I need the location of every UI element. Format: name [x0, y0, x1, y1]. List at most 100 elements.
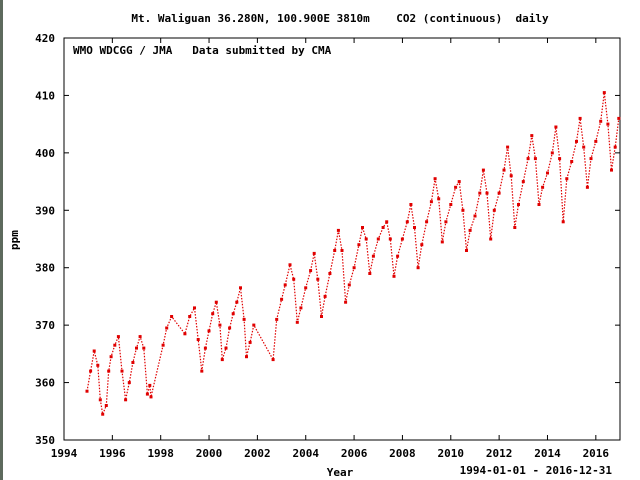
co2-data-point	[561, 220, 565, 224]
co2-data-point	[218, 323, 222, 327]
co2-data-point	[541, 185, 545, 189]
co2-data-point	[196, 338, 200, 341]
y-axis-label: ppm	[8, 230, 21, 250]
co2-data-point	[288, 263, 292, 267]
co2-series	[85, 91, 621, 417]
co2-data-point	[120, 369, 124, 373]
co2-data-point	[526, 157, 530, 161]
co2-data-point	[220, 358, 224, 362]
x-tick-label: 2014	[534, 447, 561, 460]
plot-frame	[63, 37, 621, 441]
x-tick-label: 1996	[99, 447, 126, 460]
co2-data-point	[135, 346, 138, 350]
co2-data-point	[420, 243, 424, 247]
co2-data-point	[193, 306, 196, 310]
co2-data-point	[235, 300, 239, 304]
co2-data-point	[364, 237, 368, 241]
co2-data-point	[481, 168, 485, 172]
co2-data-point	[599, 119, 603, 123]
co2-data-point	[513, 226, 517, 229]
y-tick-label: 350	[35, 434, 55, 447]
co2-data-point	[200, 369, 204, 373]
co2-data-point	[617, 116, 621, 120]
y-tick-label: 410	[35, 89, 55, 102]
co2-data-point	[203, 346, 207, 350]
co2-data-point	[170, 315, 174, 318]
co2-data-point	[613, 145, 617, 149]
x-tick-label: 2004	[292, 447, 319, 460]
co2-data-point	[565, 177, 569, 181]
co2-data-point	[333, 249, 337, 252]
x-axis: 1994 1996 1998 2000 2002 2004 2006 2008 2010 2012…	[51, 38, 610, 460]
co2-data-point	[188, 315, 192, 318]
co2-data-point	[570, 160, 574, 163]
co2-data-point	[242, 317, 246, 321]
y-axis: 350 360 370 380 390 400 410 420	[35, 32, 620, 447]
co2-data-point	[107, 369, 111, 373]
co2-data-point	[454, 185, 458, 189]
co2-data-point	[312, 251, 316, 255]
co2-data-point	[502, 168, 506, 172]
co2-data-point	[537, 203, 541, 206]
window-left-edge	[0, 0, 3, 480]
co2-data-point	[575, 139, 578, 143]
x-tick-label: 2006	[341, 447, 368, 460]
co2-data-point	[336, 228, 340, 232]
co2-data-point	[409, 203, 413, 206]
co2-data-point	[148, 383, 152, 387]
co2-data-point	[558, 157, 562, 161]
co2-data-point	[489, 237, 493, 241]
x-tick-label: 2008	[389, 447, 416, 460]
co2-data-point	[388, 237, 392, 241]
co2-data-point	[497, 191, 501, 195]
co2-data-point	[457, 180, 461, 184]
co2-data-point	[127, 381, 131, 385]
x-tick-label: 2012	[486, 447, 513, 460]
co2-data-point	[207, 329, 211, 333]
co2-data-point	[347, 283, 351, 287]
co2-data-point	[161, 343, 165, 347]
co2-data-point	[295, 320, 299, 324]
y-tick-label: 370	[35, 319, 55, 332]
y-tick-label: 420	[35, 32, 55, 45]
date-range-label: 1994-01-01 - 2016-12-31	[460, 464, 613, 477]
co2-data-point	[530, 134, 534, 138]
co2-data-point	[376, 237, 380, 241]
co2-data-point	[280, 297, 284, 301]
co2-data-point	[413, 226, 416, 229]
co2-data-point	[546, 171, 549, 175]
co2-data-point	[478, 191, 482, 195]
co2-data-point	[85, 389, 89, 393]
co2-data-point	[113, 343, 117, 347]
co2-data-point	[449, 203, 453, 206]
co2-data-point	[109, 355, 113, 359]
co2-series-trace	[86, 92, 620, 417]
co2-data-point	[304, 286, 308, 290]
x-tick-label: 2010	[438, 447, 465, 460]
co2-data-point	[116, 335, 120, 339]
co2-data-point	[396, 254, 400, 258]
co2-data-point	[245, 355, 248, 359]
co2-data-point	[142, 346, 146, 350]
x-tick-label: 2016	[583, 447, 610, 460]
co2-data-point	[352, 266, 356, 270]
co2-data-point	[96, 363, 100, 367]
co2-data-point	[602, 91, 606, 95]
co2-data-point	[405, 220, 409, 224]
co2-data-point	[323, 294, 327, 298]
co2-data-point	[231, 312, 235, 316]
y-tick-label: 390	[35, 204, 55, 217]
co2-data-point	[594, 139, 598, 143]
co2-data-point	[465, 249, 468, 252]
co2-data-point	[252, 323, 256, 327]
co2-data-point	[357, 243, 361, 247]
co2-data-point	[292, 277, 296, 281]
co2-data-point	[344, 300, 348, 304]
co2-data-point	[610, 168, 613, 172]
co2-data-point	[124, 398, 128, 402]
co2-data-point	[485, 191, 489, 195]
co2-data-point	[275, 317, 279, 321]
co2-data-point	[400, 237, 404, 241]
co2-data-point	[554, 125, 558, 129]
co2-data-point	[521, 180, 525, 184]
